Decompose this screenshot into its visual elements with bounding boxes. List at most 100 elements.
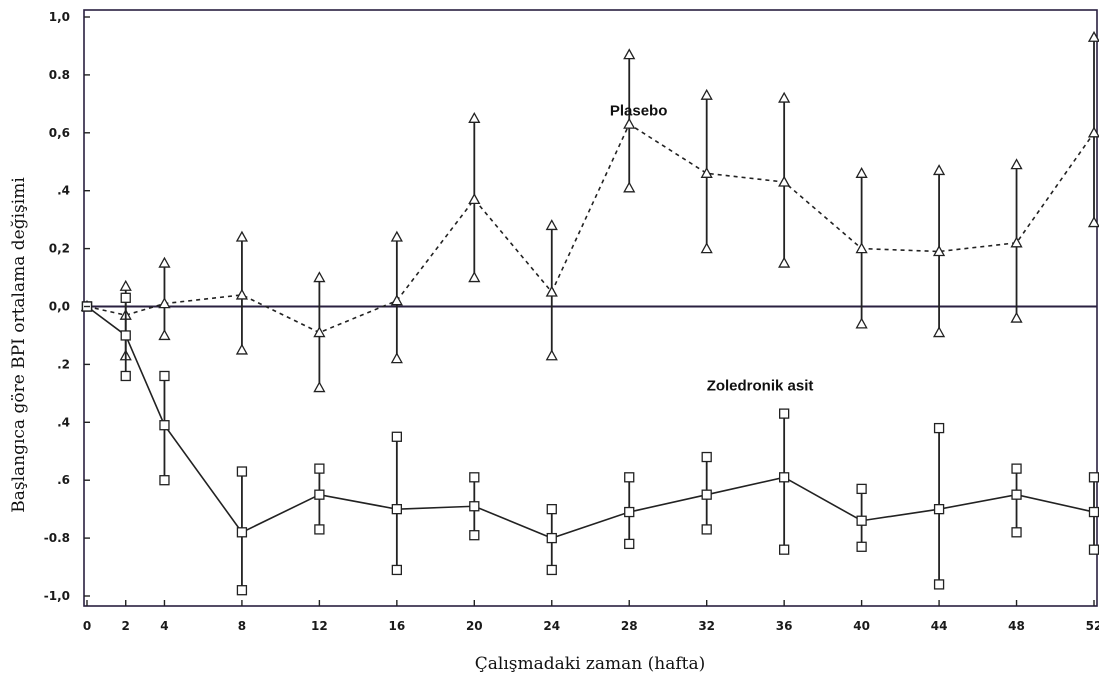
zoledronik-lower-marker	[779, 544, 790, 555]
plasebo-upper-marker	[778, 91, 791, 103]
zoledronik-upper-marker	[701, 451, 712, 463]
plasebo-upper-marker	[1010, 158, 1023, 170]
zoledronik-mean-marker	[856, 515, 867, 526]
zoledronik-lower-marker	[469, 530, 480, 541]
plasebo-series-label: Plasebo	[610, 102, 668, 119]
x-tick-label: 2	[122, 619, 130, 633]
plasebo-lower-marker	[623, 181, 636, 193]
plasebo-mean-marker	[390, 294, 403, 306]
plasebo-mean-marker	[313, 326, 326, 338]
zoledronik-upper-marker	[469, 472, 480, 483]
plasebo-lower-marker	[1087, 216, 1099, 228]
plasebo-series-line	[86, 122, 1095, 334]
plasebo-lower-marker	[313, 381, 326, 393]
zoledronik-mean-marker	[314, 489, 325, 500]
zoledronik-series-label: Zoledronik asit	[707, 377, 814, 394]
x-tick-label: 24	[543, 619, 560, 633]
zoledronik-mean-marker	[391, 503, 402, 515]
plasebo-lower-marker	[855, 317, 868, 329]
zoledronik-lower-marker	[120, 370, 131, 382]
zoledronik-upper-marker	[1088, 472, 1099, 483]
plasebo-upper-marker	[390, 230, 403, 242]
plasebo-lower-marker	[1010, 311, 1023, 323]
zoledronik-lower-marker	[236, 585, 248, 596]
zoledronik-mean-marker	[159, 420, 170, 431]
zoledronik-upper-marker	[624, 472, 635, 483]
x-tick-label: 28	[621, 619, 638, 633]
x-tick-label: 40	[853, 619, 870, 633]
zoledronik-lower-marker	[933, 579, 945, 590]
zoledronik-upper-marker	[120, 292, 131, 303]
zoledronik-mean-marker	[469, 501, 480, 512]
x-tick-label: 4	[160, 619, 168, 633]
y-tick-label: -1,0	[44, 589, 70, 603]
y-tick-label: 1,0	[49, 10, 70, 24]
plasebo-lower-marker	[932, 326, 946, 338]
zoledronik-upper-marker	[391, 431, 402, 442]
zoledronik-upper-marker	[856, 483, 867, 495]
y-tick-label: 0,6	[49, 126, 70, 140]
plasebo-upper-marker	[158, 256, 171, 268]
zoledronik-upper-marker	[159, 370, 170, 382]
plasebo-lower-marker	[390, 352, 403, 364]
plasebo-mean-marker	[235, 288, 249, 300]
plasebo-mean-marker	[158, 297, 171, 309]
y-tick-label: 0,0	[49, 300, 70, 314]
zoledronik-upper-marker	[779, 408, 790, 419]
plasebo-upper-marker	[932, 164, 946, 176]
zoledronik-lower-marker	[856, 541, 867, 552]
x-tick-label: 0	[83, 619, 91, 633]
x-axis-label: Çalışmadaki zaman (hafta)	[475, 654, 705, 674]
plasebo-upper-marker	[855, 166, 868, 178]
x-tick-label: 44	[931, 619, 948, 633]
plasebo-lower-marker	[778, 256, 791, 268]
plasebo-mean-marker	[700, 166, 713, 178]
plasebo-upper-marker	[545, 219, 558, 231]
plasebo-mean-marker	[545, 285, 558, 297]
plasebo-lower-marker	[545, 349, 558, 361]
zoledronik-lower-marker	[159, 475, 170, 486]
zoledronik-mean-marker	[701, 489, 712, 500]
zoledronik-mean-marker	[120, 330, 131, 341]
plasebo-mean-marker	[778, 175, 791, 187]
x-tick-label: 32	[698, 619, 715, 633]
plot-frame	[83, 9, 1098, 607]
plasebo-mean-marker	[855, 242, 868, 254]
zoledronik-mean-marker	[1088, 506, 1099, 518]
zoledronik-upper-marker	[1011, 463, 1022, 474]
zoledronik-mean-marker	[236, 527, 248, 538]
zoledronik-lower-marker	[546, 564, 557, 576]
plasebo-lower-marker	[158, 329, 171, 341]
y-axis-label: Başlangıca göre BPI ortalama değişimi	[9, 177, 29, 513]
y-tick-label: -0.8	[44, 531, 70, 545]
plasebo-mean-marker	[468, 193, 481, 205]
zoledronik-upper-marker	[546, 503, 557, 515]
plasebo-mean-marker	[932, 245, 946, 257]
zoledronik-mean-marker	[546, 532, 557, 544]
y-tick-label: .4	[57, 415, 70, 429]
zoledronik-upper-marker	[236, 466, 248, 477]
plasebo-mean-marker	[1087, 126, 1099, 138]
plasebo-mean-marker	[1010, 236, 1023, 248]
x-tick-label: 48	[1008, 619, 1025, 633]
plasebo-upper-marker	[1087, 30, 1099, 42]
zoledronik-series-line	[86, 305, 1095, 539]
x-tick-label: 16	[388, 619, 405, 633]
plasebo-upper-marker	[119, 279, 132, 291]
zoledronik-mean-marker	[933, 503, 945, 515]
x-tick-label: 36	[776, 619, 793, 633]
zoledronik-lower-marker	[624, 538, 635, 550]
zoledronik-lower-marker	[1088, 544, 1099, 555]
zoledronik-mean-marker	[624, 506, 635, 518]
plasebo-upper-marker	[700, 88, 713, 100]
zoledronik-mean-marker	[1011, 489, 1022, 500]
y-tick-label: 0.8	[49, 68, 70, 82]
plasebo-upper-marker	[313, 271, 326, 283]
plasebo-lower-marker	[235, 343, 249, 355]
zoledronik-lower-marker	[1011, 527, 1022, 538]
zoledronik-upper-marker	[314, 463, 325, 474]
x-tick-label: 52	[1086, 619, 1099, 633]
zoledronik-mean-marker	[779, 472, 790, 483]
y-tick-label: .2	[57, 357, 70, 371]
